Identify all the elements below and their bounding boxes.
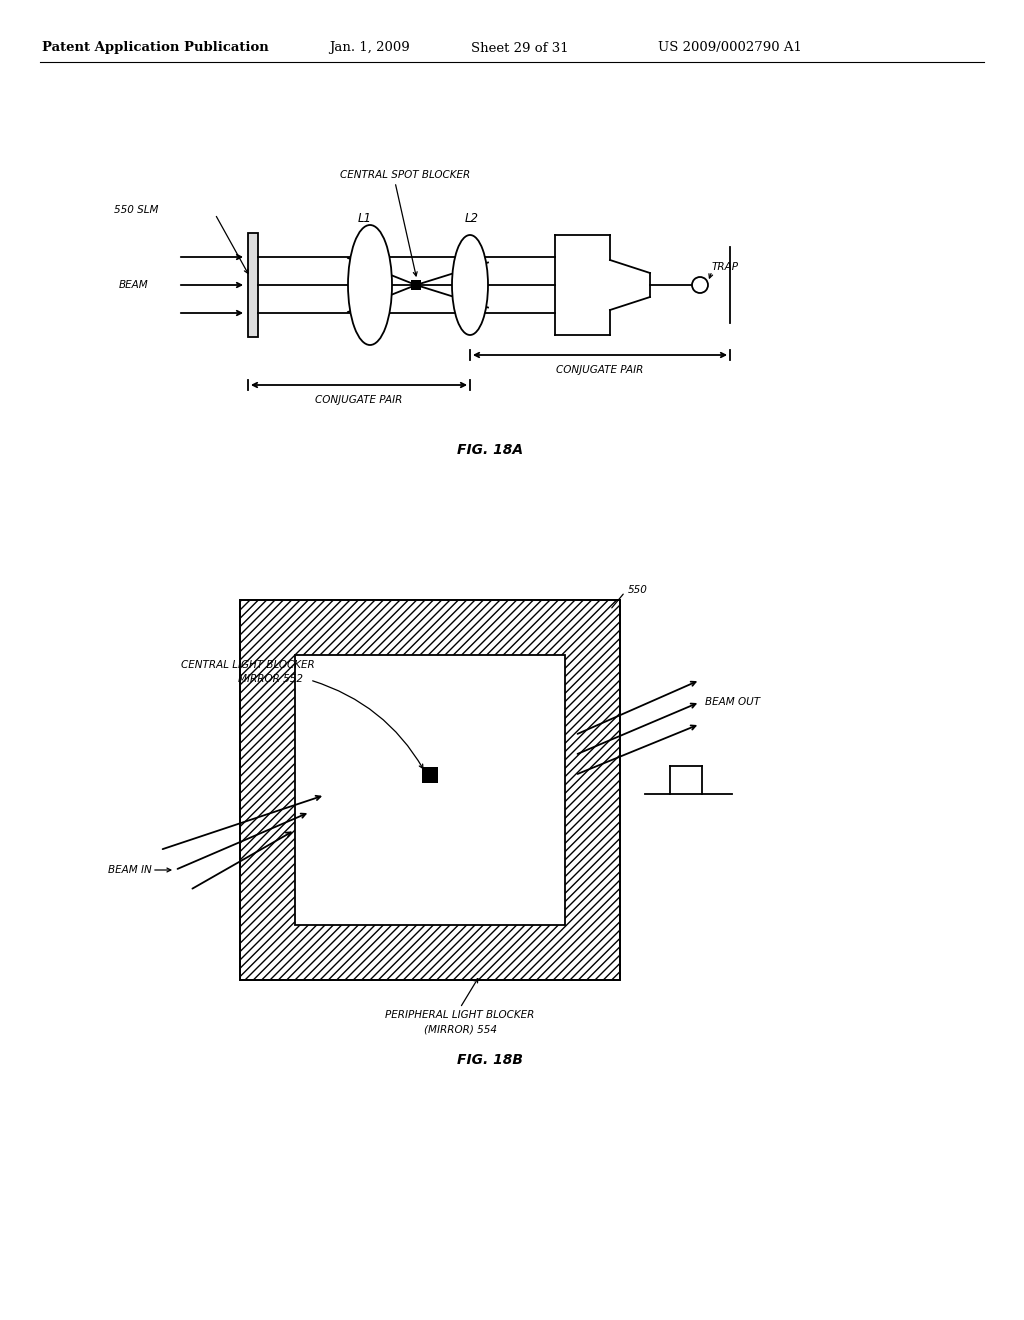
Text: CONJUGATE PAIR: CONJUGATE PAIR <box>315 395 402 405</box>
Text: PERIPHERAL LIGHT BLOCKER: PERIPHERAL LIGHT BLOCKER <box>385 1010 535 1020</box>
Bar <box>422 767 438 783</box>
Text: Patent Application Publication: Patent Application Publication <box>42 41 268 54</box>
Text: CONJUGATE PAIR: CONJUGATE PAIR <box>556 366 644 375</box>
Circle shape <box>692 277 708 293</box>
Text: Sheet 29 of 31: Sheet 29 of 31 <box>471 41 568 54</box>
Ellipse shape <box>348 224 392 345</box>
Bar <box>240 601 620 979</box>
Text: Jan. 1, 2009: Jan. 1, 2009 <box>330 41 411 54</box>
Text: CENTRAL LIGHT BLOCKER: CENTRAL LIGHT BLOCKER <box>181 660 314 671</box>
Text: US 2009/0002790 A1: US 2009/0002790 A1 <box>658 41 802 54</box>
Ellipse shape <box>452 235 488 335</box>
Bar <box>411 280 421 290</box>
Text: L2: L2 <box>465 211 479 224</box>
Text: BEAM: BEAM <box>118 280 148 290</box>
Bar <box>248 234 258 337</box>
Text: CENTRAL SPOT BLOCKER: CENTRAL SPOT BLOCKER <box>340 170 470 180</box>
Text: BEAM IN: BEAM IN <box>109 865 152 875</box>
Text: (MIRROR) 554: (MIRROR) 554 <box>424 1024 497 1034</box>
Text: L1: L1 <box>358 211 372 224</box>
Text: FIG. 18A: FIG. 18A <box>457 444 523 457</box>
Text: MIRROR 552: MIRROR 552 <box>238 675 302 684</box>
Bar <box>240 601 620 979</box>
Text: $\neg$550: $\neg$550 <box>628 585 634 590</box>
Bar <box>295 655 565 925</box>
Text: 550 SLM: 550 SLM <box>114 205 158 215</box>
Text: FIG. 18B: FIG. 18B <box>457 1053 523 1067</box>
Text: 550: 550 <box>628 585 648 595</box>
Text: TRAP: TRAP <box>712 261 739 272</box>
Text: BEAM OUT: BEAM OUT <box>705 697 760 708</box>
